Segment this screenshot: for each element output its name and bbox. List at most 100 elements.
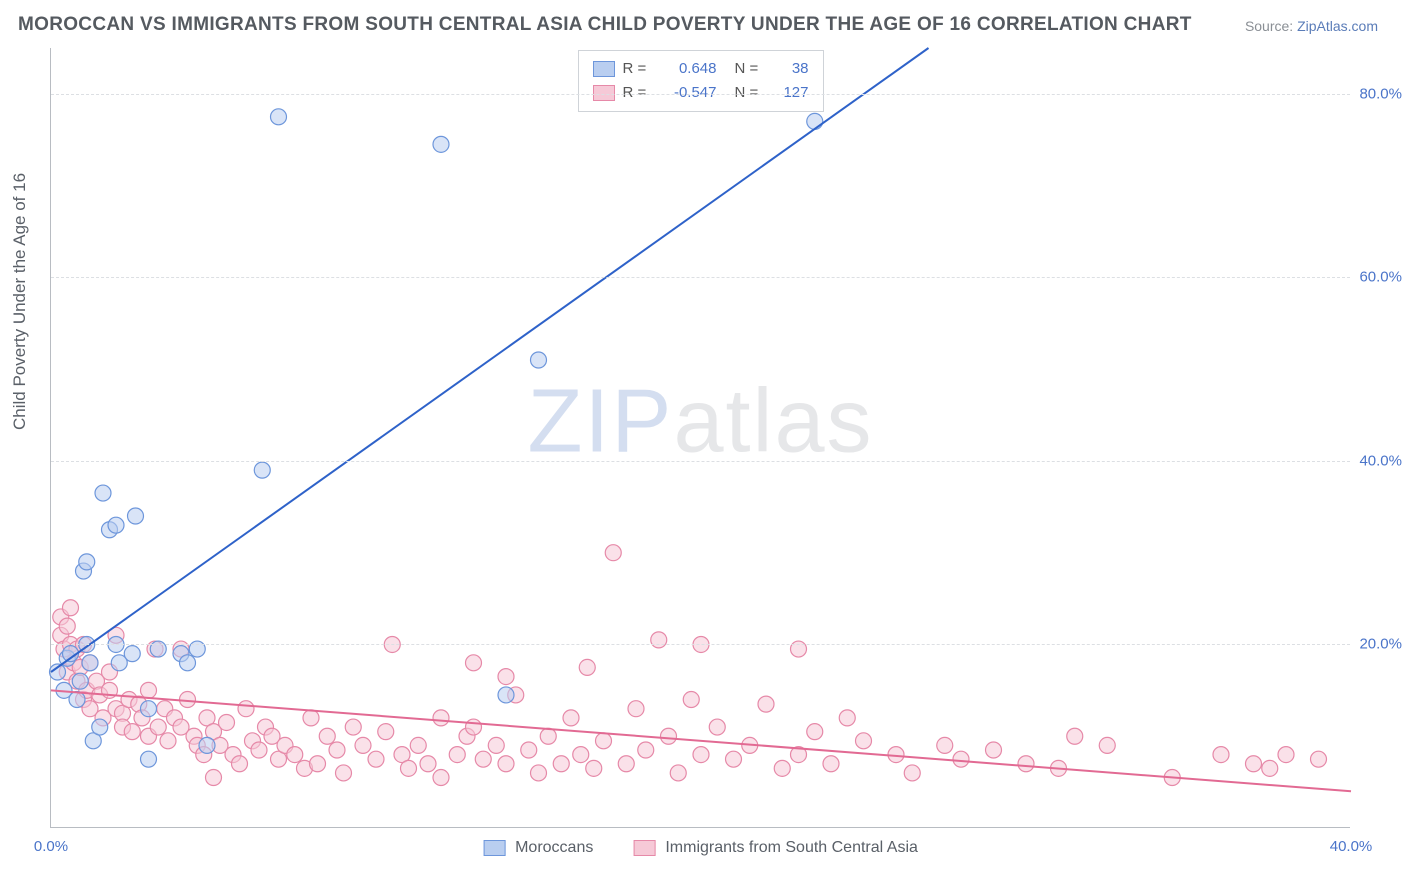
data-point [1246, 756, 1262, 772]
data-point [141, 701, 157, 717]
data-point [232, 756, 248, 772]
gridline [51, 644, 1350, 645]
series-legend: Moroccans Immigrants from South Central A… [483, 839, 918, 857]
data-point [1099, 737, 1115, 753]
data-point [420, 756, 436, 772]
y-tick-label: 80.0% [1359, 85, 1402, 102]
data-point [433, 770, 449, 786]
data-point [605, 545, 621, 561]
data-point [355, 737, 371, 753]
data-point [937, 737, 953, 753]
data-point [953, 751, 969, 767]
data-point [160, 733, 176, 749]
data-point [189, 641, 205, 657]
data-point [251, 742, 267, 758]
data-point [540, 728, 556, 744]
data-point [345, 719, 361, 735]
trend-line [51, 48, 929, 672]
x-tick-label: 0.0% [34, 838, 68, 855]
data-point [466, 719, 482, 735]
data-point [904, 765, 920, 781]
data-point [378, 724, 394, 740]
gridline [51, 461, 1350, 462]
data-point [856, 733, 872, 749]
data-point [124, 724, 140, 740]
data-point [774, 760, 790, 776]
data-point [79, 554, 95, 570]
data-point [303, 710, 319, 726]
data-point [531, 765, 547, 781]
correlation-legend: R =0.648N =38R =-0.547N =127 [578, 50, 824, 112]
data-point [199, 737, 215, 753]
data-point [709, 719, 725, 735]
chart-title: MOROCCAN VS IMMIGRANTS FROM SOUTH CENTRA… [18, 14, 1192, 36]
data-point [63, 600, 79, 616]
data-point [1067, 728, 1083, 744]
data-point [410, 737, 426, 753]
data-point [124, 646, 140, 662]
data-point [92, 719, 108, 735]
data-point [254, 462, 270, 478]
data-point [1278, 747, 1294, 763]
data-point [553, 756, 569, 772]
data-point [638, 742, 654, 758]
data-point [329, 742, 345, 758]
legend-swatch [593, 61, 615, 77]
y-tick-label: 60.0% [1359, 269, 1402, 286]
data-point [498, 756, 514, 772]
data-point [758, 696, 774, 712]
data-point [310, 756, 326, 772]
data-point [1213, 747, 1229, 763]
data-point [95, 485, 111, 501]
scatter-plot-svg [51, 48, 1350, 827]
gridline [51, 277, 1350, 278]
data-point [498, 687, 514, 703]
data-point [618, 756, 634, 772]
data-point [531, 352, 547, 368]
data-point [839, 710, 855, 726]
legend-r-value: 0.648 [661, 57, 717, 81]
series-name: Immigrants from South Central Asia [665, 839, 918, 857]
legend-n-value: 38 [773, 57, 809, 81]
legend-swatch [483, 840, 505, 856]
legend-r-label: R = [623, 57, 653, 81]
data-point [368, 751, 384, 767]
data-point [69, 692, 85, 708]
source-link[interactable]: ZipAtlas.com [1297, 18, 1378, 34]
data-point [449, 747, 465, 763]
data-point [82, 655, 98, 671]
y-tick-label: 20.0% [1359, 636, 1402, 653]
data-point [466, 655, 482, 671]
gridline [51, 94, 1350, 95]
data-point [661, 728, 677, 744]
data-point [791, 641, 807, 657]
data-point [219, 714, 235, 730]
data-point [1262, 760, 1278, 776]
data-point [521, 742, 537, 758]
series-name: Moroccans [515, 839, 593, 857]
source-attribution: Source: ZipAtlas.com [1245, 18, 1378, 34]
data-point [287, 747, 303, 763]
legend-row: R =0.648N =38 [593, 57, 809, 81]
data-point [319, 728, 335, 744]
data-point [141, 751, 157, 767]
data-point [596, 733, 612, 749]
data-point [807, 113, 823, 129]
data-point [433, 136, 449, 152]
series-legend-item: Moroccans [483, 839, 593, 857]
data-point [433, 710, 449, 726]
legend-swatch [633, 840, 655, 856]
data-point [1018, 756, 1034, 772]
data-point [108, 517, 124, 533]
series-legend-item: Immigrants from South Central Asia [633, 839, 918, 857]
data-point [336, 765, 352, 781]
y-axis-label: Child Poverty Under the Age of 16 [10, 173, 30, 430]
chart-plot-area: ZIPatlas R =0.648N =38R =-0.547N =127 Mo… [50, 48, 1350, 828]
data-point [238, 701, 254, 717]
data-point [586, 760, 602, 776]
data-point [271, 109, 287, 125]
data-point [563, 710, 579, 726]
data-point [651, 632, 667, 648]
data-point [59, 618, 75, 634]
data-point [693, 747, 709, 763]
